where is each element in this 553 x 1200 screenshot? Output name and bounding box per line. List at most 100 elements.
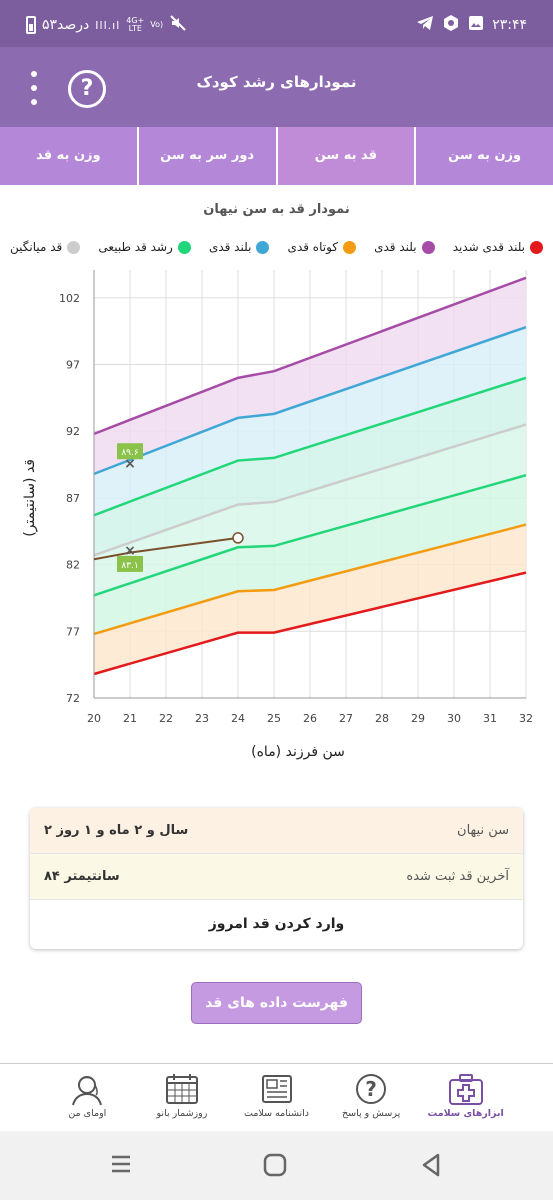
legend-dot (530, 240, 543, 254)
last-height-label: آخرین قد ثبت شده (406, 869, 509, 884)
chart-series-line (93, 423, 527, 557)
y-tick-label: 77 (66, 625, 80, 638)
x-tick-label: 29 (411, 712, 425, 725)
chart-band-area (94, 424, 526, 596)
nav-label: اومای من (68, 1108, 107, 1119)
y-tick-label: 102 (59, 292, 80, 305)
x-tick-label: 25 (267, 712, 281, 725)
nav-qa[interactable]: ? پرسش و پاسخ (331, 1064, 411, 1131)
svg-text:?: ? (365, 1077, 377, 1101)
telegram-icon (416, 15, 434, 35)
clock-text: ۲۳:۴۴ (492, 17, 527, 33)
status-left: ۵۳درصد Ill.ıl 4G+ LTE Vo) (26, 14, 187, 36)
age-value: ۲ سال و ۲ ماه و ۱ روز (44, 823, 189, 838)
page-title: نمودارهای رشد کودک (196, 73, 357, 91)
last-height-row: ۸۴ سانتیمتر آخرین قد ثبت شده (30, 854, 523, 900)
battery-icon (26, 16, 36, 34)
nav-label: روزشمار بانو (156, 1108, 208, 1119)
legend-label: بلند قدی شدید (452, 240, 525, 254)
x-tick-label: 24 (231, 712, 245, 725)
nav-calendar[interactable]: روزشمار بانو (142, 1064, 222, 1131)
x-tick-label: 27 (339, 712, 353, 725)
recent-apps-icon[interactable] (110, 1153, 132, 1175)
info-card: ۲ سال و ۲ ماه و ۱ روز سن نیهان ۸۴ سانتیم… (30, 808, 523, 949)
chart-series-line (93, 571, 527, 676)
help-button[interactable]: ? (68, 70, 106, 108)
age-row: ۲ سال و ۲ ماه و ۱ روز سن نیهان (30, 808, 523, 854)
tab-weight-age[interactable]: وزن به سن (414, 127, 553, 185)
chart-band-area (94, 327, 526, 516)
legend-label: کوتاه قدی (287, 240, 338, 254)
chart-series-line (93, 523, 527, 636)
medical-kit-icon (448, 1074, 483, 1105)
legend-label: قد میانگین (10, 240, 63, 254)
chart-series-line (93, 474, 527, 597)
marker-label: ۸۳.۱ (121, 561, 138, 571)
user-icon (72, 1076, 103, 1106)
x-tick-label: 28 (375, 712, 389, 725)
enter-height-button[interactable]: وارد کردن قد امروز (208, 916, 345, 932)
status-bar: ۵۳درصد Ill.ıl 4G+ LTE Vo) ۲۳:۴۴ (0, 0, 553, 47)
x-tick-label: 20 (87, 712, 101, 725)
newspaper-icon (261, 1075, 292, 1103)
app-notification-icon (442, 14, 460, 36)
tab-head-age[interactable]: دور سر به سن (136, 127, 276, 185)
chart-band-area (94, 475, 526, 634)
app-bar: ? نمودارهای رشد کودک (0, 47, 553, 127)
mute-icon (169, 14, 187, 36)
x-axis-title: سن فرزند (ماه) (251, 744, 345, 760)
legend-dot (342, 240, 356, 254)
x-tick-label: 21 (123, 712, 137, 725)
nav-health-tools[interactable]: ابزارهای سلامت (426, 1064, 506, 1131)
network-type: 4G+ LTE (126, 16, 145, 33)
x-tick-label: 26 (303, 712, 317, 725)
chart-series-line (93, 376, 527, 517)
marker-cross: × (124, 456, 136, 472)
y-tick-label: 92 (66, 425, 80, 438)
last-height-value: ۸۴ سانتیمتر (44, 869, 120, 884)
x-tick-label: 31 (483, 712, 497, 725)
status-right: ۲۳:۴۴ (416, 14, 527, 36)
nav-label: ابزارهای سلامت (427, 1108, 504, 1119)
bottom-nav: ابزارهای سلامت ? پرسش و پاسخ دانشنامه سل… (0, 1063, 553, 1131)
x-tick-label: 22 (159, 712, 173, 725)
legend-label: بلند قدی (374, 240, 417, 254)
x-tick-label: 32 (519, 712, 533, 725)
signal-icon: Ill.ıl (95, 18, 121, 32)
chart-tabs: وزن به سن قد به سن دور سر به سن وزن به ق… (0, 127, 553, 185)
legend-label: بلند قدی (208, 240, 252, 254)
nav-profile[interactable]: اومای من (47, 1064, 127, 1131)
x-tick-label: 30 (447, 712, 461, 725)
chart-series-line (93, 325, 527, 476)
chart-band-area (94, 377, 526, 556)
volte-indicator: Vo) (150, 20, 164, 29)
question-icon: ? (356, 1074, 387, 1104)
legend-item: قد میانگین (10, 240, 81, 254)
battery-text: ۵۳درصد (42, 17, 90, 33)
height-data-list-button[interactable]: فهرست داده های قد نیهان (191, 982, 362, 1051)
age-label: سن نیهان (457, 823, 509, 838)
legend-dot (67, 240, 81, 254)
nav-encyclopedia[interactable]: دانشنامه سلامت (237, 1064, 317, 1131)
home-icon[interactable] (263, 1153, 287, 1177)
nav-label: دانشنامه سلامت (244, 1108, 310, 1119)
gallery-icon (468, 15, 484, 35)
more-menu-icon[interactable] (26, 71, 42, 105)
back-icon[interactable] (420, 1153, 442, 1177)
tab-weight-height[interactable]: وزن به قد (36, 148, 101, 163)
y-tick-label: 82 (66, 559, 80, 572)
tab-height-age[interactable]: قد به سن (275, 127, 415, 185)
y-tick-label: 87 (66, 492, 80, 505)
chart-legend: بلند قدی شدید بلند قدی کوتاه قدی بلند قد… (10, 240, 543, 254)
growth-chart[interactable]: 72 77 82 87 92 97 102 20 21 22 23 24 25 26 27 28 29 30 31 3… (0, 270, 553, 770)
legend-item: بلند قدی شدید (453, 240, 543, 254)
marker-label-box (117, 443, 143, 460)
child-height-line (93, 536, 239, 561)
system-nav-bar (0, 1131, 553, 1200)
marker-label-box (117, 555, 143, 572)
y-tick-label: 97 (66, 359, 80, 372)
legend-item: کوتاه قدی (288, 240, 356, 254)
chart-title: نمودار قد به سن نیهان (203, 202, 350, 217)
legend-dot (177, 240, 191, 254)
chart-series-line (93, 276, 527, 436)
